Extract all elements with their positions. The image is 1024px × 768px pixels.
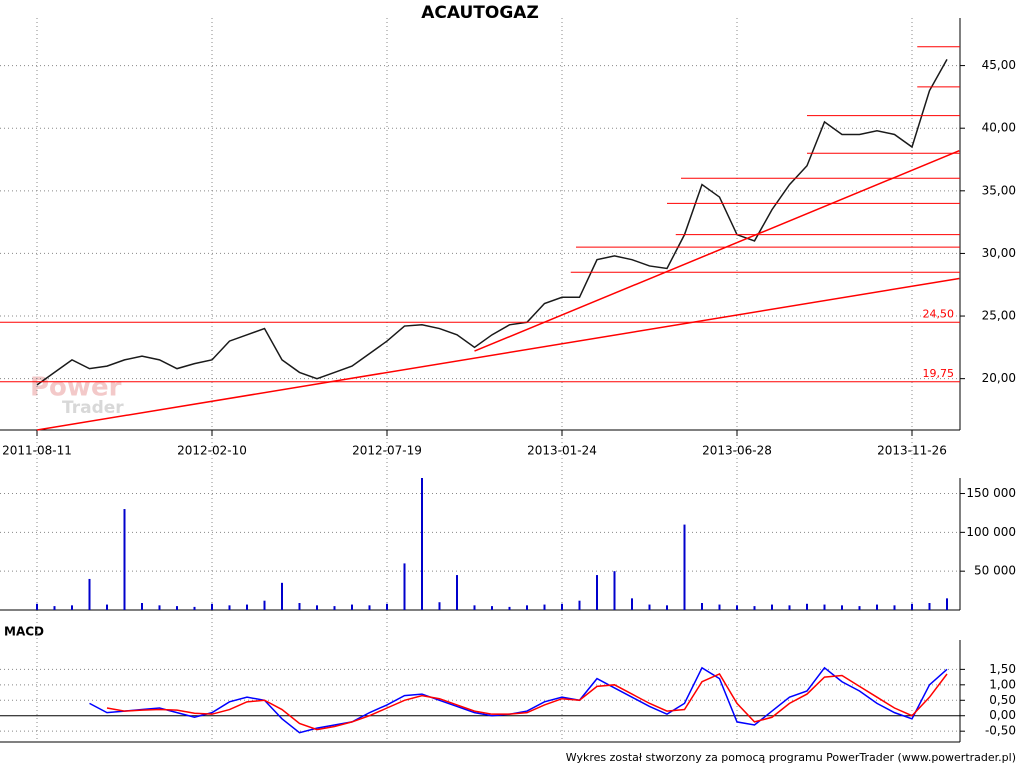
y-tick-label: 25,00: [982, 309, 1016, 323]
volume-bar: [158, 605, 161, 610]
volume-bar: [508, 606, 511, 610]
volume-bar: [858, 606, 861, 610]
volume-bar: [141, 603, 143, 610]
volume-bar: [876, 604, 878, 610]
volume-bar: [928, 603, 931, 610]
volume-bar: [491, 606, 493, 610]
y-tick-label: -0,50: [985, 724, 1016, 738]
volume-bar: [298, 603, 301, 610]
y-tick-label: 0,00: [989, 708, 1016, 722]
volume-bar: [368, 605, 371, 610]
y-tick-label: 1,00: [989, 677, 1016, 691]
footer: Wykres został stworzony za pomocą progra…: [566, 751, 1016, 764]
volume-bar: [403, 563, 406, 610]
volume-bar: [123, 509, 126, 610]
volume-bar: [788, 605, 791, 610]
volume-bar: [701, 603, 703, 610]
volume-bar: [106, 604, 108, 610]
volume-bar: [666, 605, 668, 610]
y-tick-label: 30,00: [982, 246, 1016, 260]
volume-bar: [333, 606, 336, 610]
volume-bar: [473, 605, 476, 610]
y-tick-label: 0,50: [989, 693, 1016, 707]
y-tick-label: 150 000: [966, 486, 1016, 500]
volume-bar: [36, 603, 38, 610]
volume-bar: [841, 605, 843, 610]
volume-bar: [893, 605, 896, 610]
volume-bar: [823, 604, 826, 610]
series-line: [106, 673, 948, 731]
volume-bar: [438, 602, 441, 610]
series-line: [89, 666, 948, 734]
level-label: 19,75: [923, 367, 955, 380]
y-tick-label: 50 000: [974, 564, 1016, 578]
trend-line: [36, 277, 960, 431]
y-tick-label: 35,00: [982, 183, 1016, 197]
volume-bar: [193, 606, 196, 610]
volume-bar: [316, 605, 318, 610]
x-tick-label: 2012-07-19: [352, 444, 422, 458]
panel-title: MACD: [4, 625, 44, 639]
y-tick-label: 20,00: [982, 371, 1016, 385]
volume-bar: [631, 598, 633, 610]
volume-bar: [88, 578, 91, 610]
volume-bar: [526, 605, 528, 610]
volume-bar: [211, 603, 213, 610]
x-tick-label: 2012-02-10: [177, 444, 247, 458]
volume-bar: [596, 575, 598, 610]
volume-bar: [246, 604, 248, 610]
volume-bar: [683, 524, 686, 610]
volume-bar: [648, 604, 651, 610]
volume-bar: [263, 600, 266, 610]
volume-bar: [386, 603, 388, 610]
volume-bar: [946, 598, 948, 610]
volume-bar: [176, 606, 178, 610]
chart-title: ACAUTOGAZ: [421, 3, 539, 23]
x-tick-label: 2013-01-24: [527, 444, 597, 458]
volume-bar: [228, 605, 231, 610]
volume-bar: [456, 575, 458, 610]
volume-bar: [543, 604, 546, 610]
volume-bar: [771, 604, 773, 610]
volume-bar: [753, 606, 756, 610]
volume-bar: [613, 571, 616, 610]
watermark: Trader: [62, 398, 124, 418]
x-tick-label: 2013-06-28: [702, 444, 772, 458]
x-tick-label: 2013-11-26: [877, 444, 947, 458]
volume-bar: [71, 605, 73, 610]
y-tick-label: 1,50: [989, 662, 1016, 676]
volume-bar: [911, 603, 913, 610]
watermark: Power: [30, 373, 122, 403]
volume-bar: [736, 605, 738, 610]
trend-line: [474, 150, 960, 352]
volume-bar: [421, 478, 423, 610]
x-tick-label: 2011-08-11: [2, 444, 72, 458]
volume-bar: [806, 603, 808, 610]
volume-bar: [281, 582, 283, 610]
level-label: 24,50: [923, 307, 955, 320]
y-tick-label: 40,00: [982, 121, 1016, 135]
y-tick-label: 100 000: [966, 525, 1016, 539]
volume-bar: [578, 600, 581, 610]
volume-bar: [53, 606, 56, 610]
y-tick-label: 45,00: [982, 58, 1016, 72]
volume-bar: [718, 604, 721, 610]
price-line: [36, 58, 948, 386]
volume-bar: [351, 604, 353, 610]
volume-bar: [561, 603, 563, 610]
